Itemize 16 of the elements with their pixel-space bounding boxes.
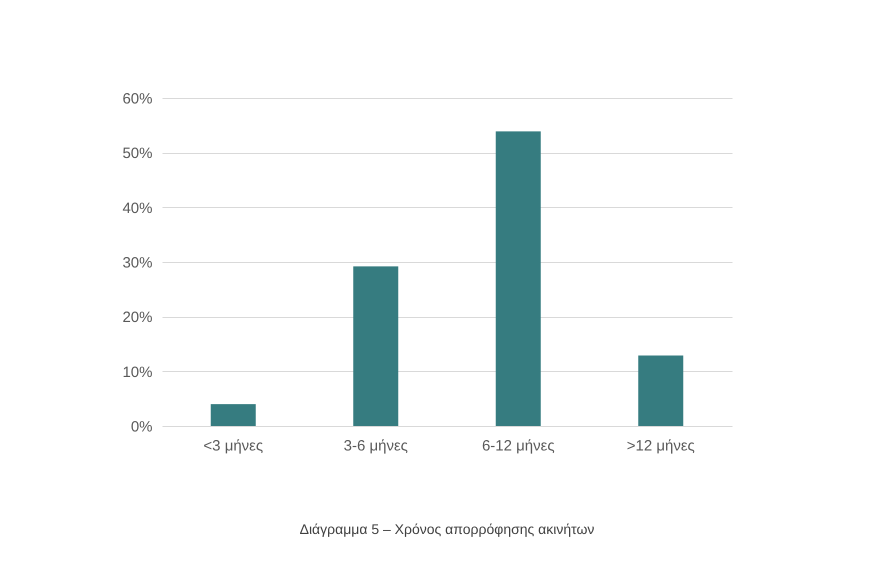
bar [353, 266, 398, 426]
y-tick-label: 40% [122, 200, 152, 217]
x-tick-label: 3-6 μήνες [344, 438, 408, 454]
y-tick-label: 0% [130, 418, 152, 436]
bar [210, 404, 256, 426]
y-tick-label: 60% [122, 90, 152, 108]
y-tick-label: 30% [122, 254, 152, 272]
x-tick-label: <3 μήνες [203, 438, 264, 454]
y-tick-label: 50% [122, 145, 152, 162]
x-tick-label: 6-12 μήνες [482, 438, 555, 454]
y-tick-label: 20% [122, 309, 152, 326]
x-tick-label: >12 μήνες [626, 438, 695, 454]
y-tick-label: 10% [122, 364, 152, 381]
text: Διάγραμμα 5 – Χρόνος απορρόφησης ακινήτων [300, 521, 594, 537]
bar [496, 131, 541, 426]
bar [638, 355, 684, 426]
